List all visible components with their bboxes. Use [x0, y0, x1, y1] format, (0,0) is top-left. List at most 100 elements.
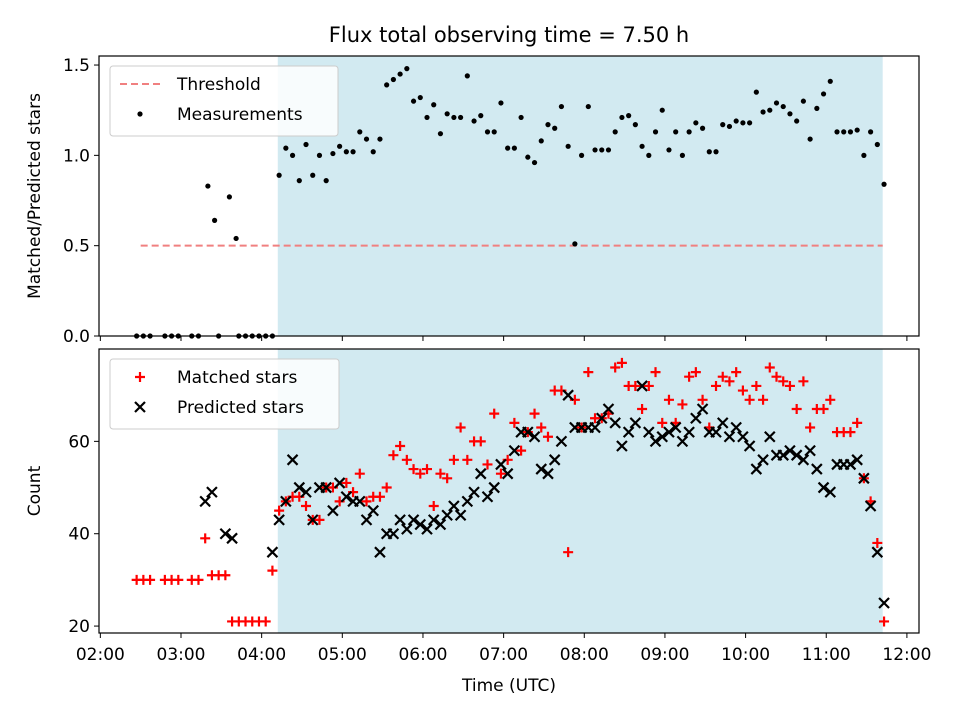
data-point — [872, 537, 883, 548]
data-point — [558, 103, 565, 110]
data-point — [289, 152, 296, 158]
data-point — [737, 385, 748, 396]
data-point — [205, 183, 211, 189]
data-point — [145, 574, 156, 585]
data-point — [612, 129, 618, 135]
observing-window-shade — [277, 56, 883, 336]
data-point — [354, 495, 366, 508]
data-point — [834, 129, 840, 135]
legend-label: Matched stars — [177, 368, 297, 388]
data-point — [545, 122, 551, 128]
data-point — [563, 547, 574, 558]
data-point — [458, 114, 464, 121]
data-point — [451, 114, 457, 121]
data-point — [583, 367, 594, 378]
data-point — [717, 371, 728, 382]
data-point — [854, 127, 860, 133]
data-point — [408, 464, 419, 475]
y-tick-label: 1.0 — [63, 146, 90, 166]
data-point — [791, 404, 802, 415]
data-point — [720, 122, 726, 128]
legend: Threshold Measurements — [109, 65, 339, 137]
data-point — [410, 98, 417, 104]
data-point — [455, 422, 466, 433]
data-point — [562, 389, 574, 401]
data-point — [381, 482, 392, 493]
data-point — [478, 113, 484, 119]
data-point — [401, 523, 413, 535]
data-point — [874, 141, 880, 148]
data-point — [330, 150, 336, 157]
data-point — [511, 145, 517, 151]
data-point — [293, 481, 306, 494]
data-point — [441, 509, 453, 522]
data-point — [341, 477, 352, 488]
data-point — [744, 394, 755, 405]
data-point — [407, 514, 420, 526]
data-point — [737, 430, 749, 443]
data-point — [827, 78, 833, 84]
data-point — [852, 417, 863, 428]
legend-label: Measurements — [177, 105, 303, 125]
data-point — [301, 501, 312, 512]
data-point — [374, 491, 385, 502]
data-point — [173, 574, 184, 585]
y-tick-label: 60 — [68, 432, 90, 452]
data-point — [220, 570, 231, 581]
data-point — [226, 194, 232, 200]
data-point — [730, 421, 742, 434]
data-point — [726, 123, 733, 130]
data-point — [585, 103, 591, 110]
data-point — [657, 417, 668, 428]
data-point — [589, 421, 601, 434]
data-point — [508, 444, 521, 457]
data-point — [716, 417, 729, 429]
data-point — [879, 616, 890, 627]
data-point — [323, 178, 329, 184]
data-point — [448, 500, 460, 512]
data-point — [599, 147, 605, 153]
data-point — [696, 403, 709, 415]
data-point — [273, 514, 285, 526]
data-point — [401, 454, 412, 465]
data-point — [881, 181, 887, 187]
data-point — [578, 152, 585, 158]
data-point — [760, 109, 766, 115]
data-point — [333, 477, 346, 489]
legend: Matched stars Predicted stars — [109, 358, 340, 430]
data-point — [384, 82, 390, 88]
data-point — [805, 422, 816, 433]
data-point — [390, 76, 396, 83]
y-tick-label: 1.5 — [63, 56, 90, 76]
y-axis-label: Matched/Predicted stars — [25, 93, 45, 299]
data-point — [505, 145, 511, 151]
data-point — [482, 459, 493, 470]
data-point — [274, 505, 285, 516]
data-point — [592, 147, 598, 153]
data-point — [693, 120, 699, 126]
data-point — [414, 518, 427, 531]
data-point — [733, 118, 739, 124]
x-tick-label: 02:00 — [76, 645, 125, 665]
data-point — [471, 118, 477, 124]
data-point — [387, 527, 400, 540]
data-point — [422, 464, 432, 475]
data-point — [495, 468, 506, 479]
data-point — [434, 518, 447, 531]
legend-swatch — [134, 401, 146, 413]
data-point — [771, 371, 782, 382]
data-point — [233, 235, 239, 242]
data-point — [740, 120, 746, 126]
data-point — [427, 514, 440, 526]
data-point — [800, 98, 806, 104]
data-point — [764, 430, 776, 443]
x-tick-label: 07:00 — [479, 645, 528, 665]
series-matched-stars — [131, 357, 890, 627]
data-point — [710, 426, 722, 438]
x-tick-label: 08:00 — [560, 645, 609, 665]
data-point — [306, 514, 319, 526]
data-point — [845, 427, 856, 438]
data-point — [797, 454, 810, 466]
x-tick-label: 05:00 — [318, 645, 367, 665]
data-point — [629, 417, 642, 429]
